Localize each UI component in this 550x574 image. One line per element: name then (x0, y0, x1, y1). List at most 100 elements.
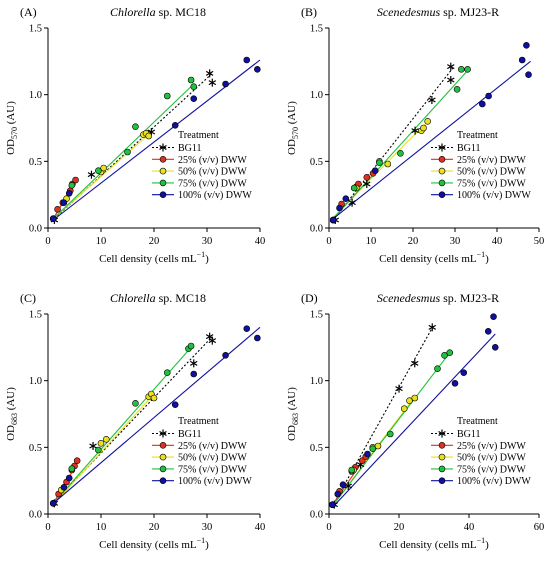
x-axis-title-part: −1 (197, 536, 206, 545)
x-axis-title: Cell density (cells mL−1) (99, 250, 209, 265)
fit-line (332, 67, 454, 221)
panel-title: Scenedesmus sp. MJ23-R (377, 5, 499, 19)
data-point (163, 92, 171, 100)
y-axis-title-part: 570 (291, 127, 300, 139)
data-point (222, 80, 229, 88)
data-point-asterisk (363, 180, 371, 188)
x-axis-title-part: −1 (197, 250, 206, 259)
panel-title-strain: sp. MJ23-R (440, 291, 499, 305)
y-tick-label: 1.0 (310, 90, 323, 101)
y-tick-label: 1.5 (29, 310, 42, 321)
x-tick-label: 20 (408, 236, 419, 247)
legend-marker (438, 179, 446, 187)
y-axis-title: OD683 (AU) (5, 387, 19, 441)
data-point (190, 370, 198, 378)
panel-title-genus: Chlorella (110, 5, 156, 19)
y-axis-title-part: OD (286, 139, 298, 155)
legend-label: BG11 (457, 429, 481, 440)
legend-item: 25% (v/v) DWW (431, 441, 526, 452)
asterisk-stroke (428, 324, 437, 330)
data-point (339, 481, 347, 488)
legend-item: 25% (v/v) DWW (431, 155, 526, 166)
y-tick-label: 0.5 (29, 157, 42, 168)
data-point (65, 474, 73, 482)
asterisk-stroke (411, 128, 419, 134)
legend-label: 50% (v/v) DWW (178, 453, 247, 464)
data-point (190, 95, 198, 102)
data-point (334, 490, 342, 498)
data-point (132, 123, 139, 130)
x-tick-label: 30 (202, 522, 213, 533)
data-point (49, 215, 57, 222)
data-point (485, 92, 492, 100)
y-axis-title: OD683 (AU) (286, 387, 300, 441)
data-point (460, 369, 468, 376)
legend-label: BG11 (178, 429, 202, 440)
x-tick-label: 20 (149, 236, 160, 247)
data-point (518, 56, 526, 64)
data-point (65, 190, 73, 197)
y-tick-label: 0.0 (29, 224, 42, 235)
legend-marker (438, 477, 446, 485)
data-point (243, 56, 251, 64)
legend-title: Treatment (178, 130, 219, 141)
data-point (171, 401, 179, 408)
asterisk-stroke (87, 172, 96, 178)
data-point-asterisk (205, 69, 214, 78)
x-axis-title-part: Cell density (cells mL (99, 253, 197, 265)
legend-item: 100% (v/v) DWW (152, 476, 252, 487)
data-point (406, 397, 413, 404)
panel-title: Scenedesmus sp. MJ23-R (377, 291, 499, 305)
panel-label: (A) (20, 5, 37, 19)
data-point (371, 167, 379, 174)
asterisk-stroke (410, 360, 419, 366)
fit-line (332, 70, 469, 220)
x-tick-label: 40 (255, 522, 266, 533)
legend-marker (159, 453, 167, 461)
legend-item: 25% (v/v) DWW (152, 155, 247, 166)
fit-line (332, 324, 435, 507)
data-point (95, 446, 102, 454)
legend-label: 75% (v/v) DWW (457, 464, 526, 475)
x-tick-label: 0 (326, 236, 331, 247)
y-tick-label: 0.5 (310, 157, 323, 168)
legend-label: 50% (v/v) DWW (457, 167, 526, 178)
data-point (457, 66, 465, 73)
x-tick-label: 0 (326, 522, 331, 533)
data-point (525, 71, 532, 78)
y-axis-title-part: 683 (10, 413, 19, 425)
data-point (132, 400, 139, 407)
y-tick-label: 0.5 (310, 443, 323, 454)
asterisk-stroke (348, 200, 356, 206)
y-axis-title-part: (AU) (286, 387, 298, 413)
panel-label: (D) (301, 291, 318, 305)
data-point (187, 76, 195, 84)
legend-label: 25% (v/v) DWW (457, 441, 526, 452)
legend-item: 50% (v/v) DWW (431, 167, 526, 178)
legend-label: 100% (v/v) DWW (178, 476, 252, 487)
y-tick-label: 1.0 (29, 90, 42, 101)
legend-marker (438, 453, 446, 461)
data-point-asterisk (208, 78, 217, 87)
data-point (222, 352, 229, 359)
asterisk-stroke (208, 80, 217, 86)
legend-label: 100% (v/v) DWW (178, 190, 252, 201)
fit-line (52, 393, 155, 506)
legend-item: 75% (v/v) DWW (431, 464, 526, 475)
legend-marker (159, 167, 167, 175)
fit-line (332, 60, 531, 220)
x-tick-label: 20 (394, 522, 405, 533)
y-axis-title-part: OD (5, 425, 17, 441)
chart-panel-c: 0 10 20 30 40 0.0 0.5 1.0 1.5 (C) Chlorella sp. MC… (5, 291, 265, 551)
legend-marker (438, 144, 446, 151)
legend-marker (159, 465, 167, 473)
series-100-v-v-dww (332, 333, 496, 508)
legend-item: BG11 (152, 143, 202, 154)
y-axis-title-part: OD (5, 139, 17, 155)
series-markers (49, 457, 81, 507)
legend-label: 75% (v/v) DWW (178, 178, 247, 189)
y-axis-title-part: OD (286, 425, 298, 441)
